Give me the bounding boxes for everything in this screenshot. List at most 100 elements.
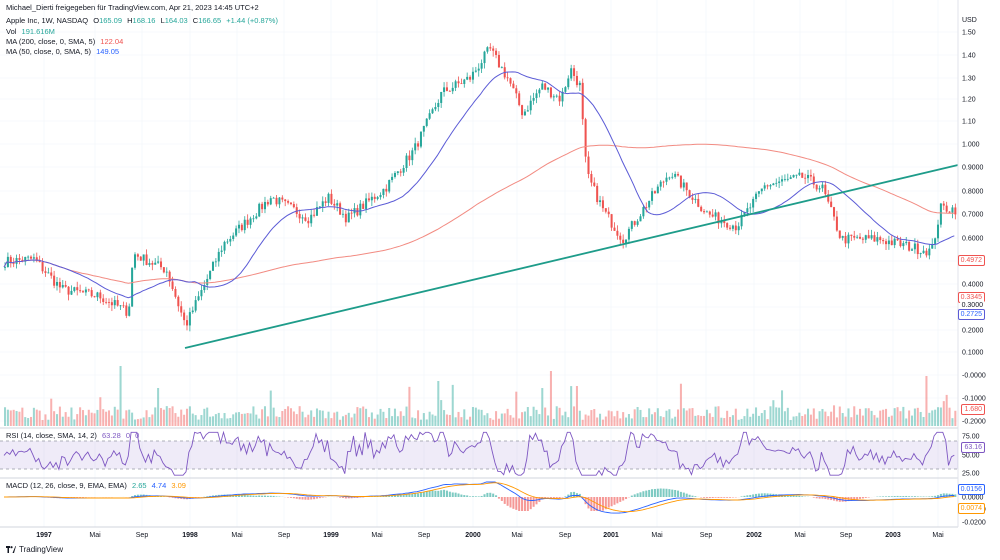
volume-bar <box>388 407 391 426</box>
macd-hist-bar <box>246 495 249 497</box>
candle-body <box>373 196 376 199</box>
volume-bar <box>252 406 255 426</box>
volume-bar <box>188 406 191 426</box>
price-candles[interactable] <box>4 43 957 332</box>
volume-bar <box>289 408 292 426</box>
macd-hist-bar <box>171 497 174 498</box>
macd-legend[interactable]: MACD (12, 26, close, 9, EMA, EMA) 2.65 4… <box>6 481 189 491</box>
candle-body <box>232 235 235 239</box>
ma200-legend[interactable]: MA (200, close, 0, SMA, 5) 122.04 <box>6 37 126 47</box>
candle-body <box>96 292 99 298</box>
candle-body <box>633 221 636 225</box>
volume-bar <box>523 411 526 426</box>
candle-body <box>321 201 324 207</box>
volume-bar <box>110 415 113 426</box>
symbol-name[interactable]: Apple Inc, 1W, NASDAQ <box>6 16 89 25</box>
candle-body <box>573 68 576 76</box>
macd-hist-bar <box>486 492 489 497</box>
volume-bars <box>4 366 957 426</box>
candle-body <box>185 320 189 326</box>
candle-body <box>451 87 454 92</box>
rsi-legend[interactable]: RSI (14, close, SMA, 14, 2) 63.28 0 0 <box>6 431 142 441</box>
macd-tick-label: 0.0000 <box>962 495 984 502</box>
volume-bar <box>547 415 550 426</box>
volume-bar <box>778 407 781 426</box>
candle-body <box>653 191 656 194</box>
candle-body <box>469 76 472 80</box>
time-tick-label: 2002 <box>746 532 762 539</box>
macd-hist-bar <box>887 496 890 497</box>
candle-body <box>171 281 174 290</box>
macd-hist-bar <box>437 490 440 497</box>
volume-bar <box>844 416 847 426</box>
macd-hist-bar <box>859 497 862 499</box>
macd-hist-bar <box>445 490 448 497</box>
candle-body <box>278 197 281 205</box>
high-label: H <box>127 16 133 25</box>
macd-hist-bar <box>287 497 290 498</box>
time-tick-label: Sep <box>418 532 431 539</box>
volume-bar <box>497 418 500 426</box>
candle-body <box>24 256 27 262</box>
macd-hist-bar <box>573 491 576 497</box>
volume-badge: 1.680 <box>961 404 985 415</box>
macd-hist-bar <box>211 495 215 497</box>
macd-value-3: 3.09 <box>171 481 186 490</box>
volume-bar <box>861 415 864 426</box>
macd-hist-bar <box>159 496 163 497</box>
macd-hist-bar <box>443 489 446 497</box>
candle-body <box>668 177 671 179</box>
volume-bar <box>781 390 784 426</box>
volume-bar <box>587 415 590 426</box>
candle-body <box>506 77 509 79</box>
candle-body <box>604 208 607 212</box>
candle-body <box>310 214 313 224</box>
volume-bar <box>29 416 33 426</box>
volume-bar <box>503 413 506 426</box>
candle-body <box>529 100 532 111</box>
macd-hist-bar <box>705 497 708 498</box>
macd-hist-bar <box>801 496 804 497</box>
candle-body <box>350 212 353 214</box>
volume-bar <box>544 407 547 426</box>
macd-hist-bar <box>726 497 729 498</box>
volume-bar <box>261 409 264 426</box>
volume-bar <box>220 418 223 426</box>
symbol-legend[interactable]: Apple Inc, 1W, NASDAQ O165.09 H168.16 L1… <box>6 16 281 26</box>
candle-body <box>448 90 451 92</box>
macd-hist-bar <box>313 497 316 500</box>
volume-bar <box>850 417 853 426</box>
volume-bar <box>405 406 408 426</box>
macd-hist-bar <box>240 494 243 497</box>
macd-hist-bar <box>789 495 792 497</box>
rsi-label: RSI (14, close, SMA, 14, 2) <box>6 431 97 440</box>
macd-hist-bar <box>630 495 633 497</box>
ma50-legend[interactable]: MA (50, close, 0, SMA, 5) 149.05 <box>6 47 122 57</box>
macd-hist-bar <box>356 497 359 498</box>
candle-body <box>645 207 648 208</box>
candle-body <box>440 91 443 103</box>
macd-hist-bar <box>391 495 394 497</box>
volume-bar <box>630 418 633 426</box>
volume-legend[interactable]: Vol 191.616M <box>6 27 58 37</box>
trend-line[interactable] <box>184 164 959 349</box>
candle-body <box>809 174 812 177</box>
candle-body <box>913 243 916 250</box>
macd-hist-bar <box>939 493 942 497</box>
macd-hist-bar <box>448 491 451 497</box>
macd-hist-bar <box>396 494 399 497</box>
volume-bar <box>58 406 61 426</box>
macd-hist-bar <box>206 496 209 497</box>
volume-bar <box>700 415 703 426</box>
candle-body <box>599 200 602 203</box>
brand-footer[interactable]: TradingView <box>6 545 63 554</box>
volume-bar <box>122 418 125 426</box>
volume-bar <box>159 408 163 426</box>
volume-bar <box>795 416 798 426</box>
candle-body <box>237 224 241 229</box>
macd-hist-bar <box>671 489 674 497</box>
volume-bar <box>93 413 96 426</box>
macd-hist-bar <box>714 497 717 498</box>
macd-hist-bar <box>688 494 691 497</box>
